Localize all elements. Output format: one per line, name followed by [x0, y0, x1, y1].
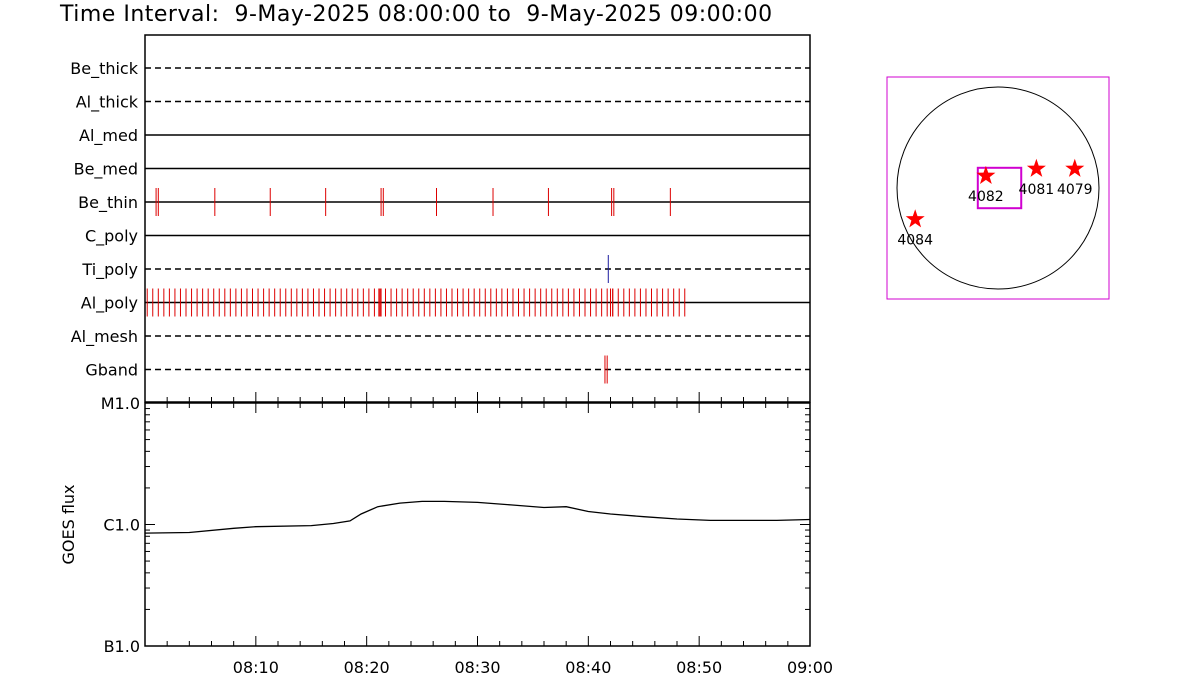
x-tick-label: 08:50 — [676, 658, 722, 677]
chart-title: Time Interval: 9-May-2025 08:00:00 to 9-… — [60, 2, 773, 27]
ar-number-label: 4082 — [968, 189, 1004, 205]
ar-star-marker — [976, 165, 996, 184]
goes-frame — [144, 402, 811, 647]
row-label: Al_mesh — [71, 327, 138, 347]
y-axis-label: GOES flux — [59, 484, 78, 564]
x-tick-label: 09:00 — [787, 658, 833, 677]
row-label: Al_thick — [76, 93, 139, 113]
row-label: Ti_poly — [81, 260, 138, 280]
row-label: C_poly — [85, 227, 138, 247]
x-tick-label: 08:10 — [233, 658, 279, 677]
row-label: Be_thin — [78, 193, 138, 213]
ar-star-marker — [905, 209, 925, 228]
ar-star-marker — [1026, 158, 1046, 177]
row-label: Be_thick — [70, 59, 138, 79]
row-label: Al_poly — [81, 294, 138, 314]
x-tick-label: 08:20 — [344, 658, 390, 677]
y-tick-label: M1.0 — [101, 394, 140, 413]
goes-flux-line — [144, 500, 811, 534]
ar-number-label: 4084 — [897, 232, 933, 248]
row-label: Be_med — [74, 160, 138, 180]
timeline-frame — [144, 34, 811, 403]
ar-number-label: 4079 — [1057, 182, 1093, 198]
row-label: Al_med — [79, 126, 138, 146]
y-tick-label: B1.0 — [104, 637, 140, 656]
x-tick-label: 08:40 — [565, 658, 611, 677]
solar-disk — [896, 86, 1100, 290]
fov-box — [976, 166, 1023, 210]
disk-frame — [886, 76, 1110, 300]
ar-number-label: 4081 — [1019, 182, 1055, 198]
row-label: Gband — [85, 361, 138, 380]
x-tick-label: 08:30 — [454, 658, 500, 677]
y-tick-label: C1.0 — [103, 516, 140, 535]
ar-star-marker — [1065, 158, 1085, 177]
